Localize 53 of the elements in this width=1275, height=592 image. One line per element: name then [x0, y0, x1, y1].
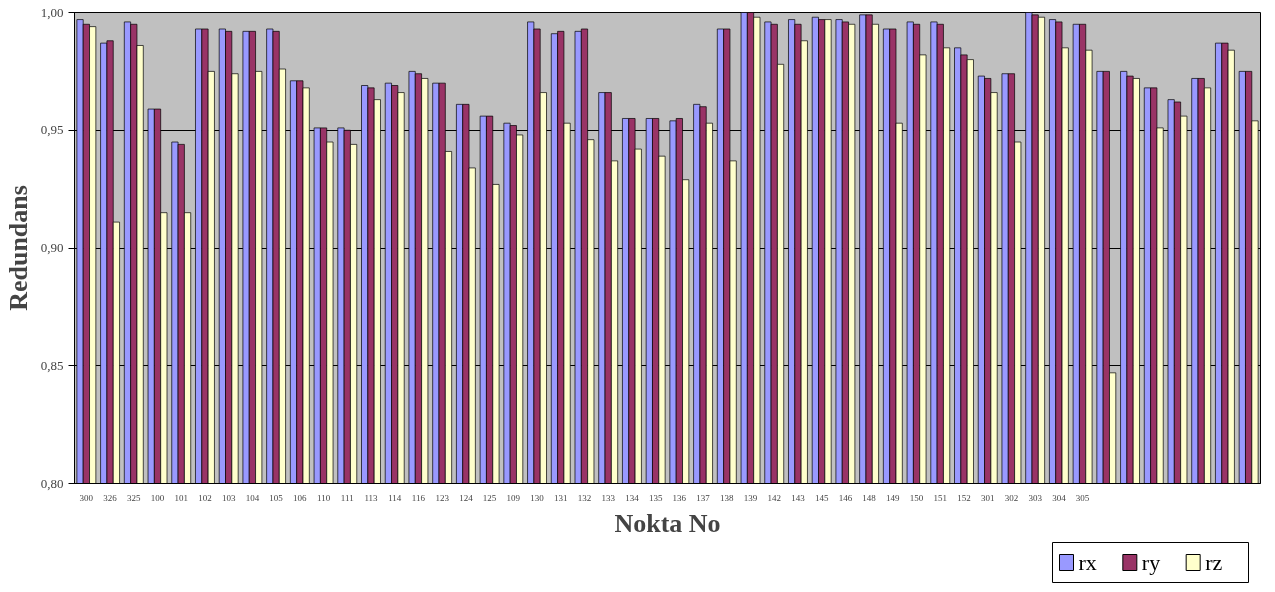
legend-label: rz [1205, 550, 1223, 575]
x-tick-label: 136 [672, 492, 687, 503]
y-tick-label: 0,90 [40, 240, 64, 255]
x-tick-label: 134 [625, 492, 640, 503]
x-tick-label: 105 [269, 492, 284, 503]
x-tick-label: 109 [506, 492, 521, 503]
y-tick-label: 0,80 [40, 475, 64, 491]
x-tick-label: 125 [482, 492, 497, 503]
x-tick-label: 139 [743, 492, 758, 503]
x-tick-label: 132 [577, 492, 592, 503]
x-tick-label: 145 [814, 492, 829, 503]
x-tick-label: 326 [103, 492, 118, 503]
x-tick-label: 100 [150, 492, 165, 503]
x-tick-label: 304 [1052, 492, 1067, 503]
x-tick-label: 150 [909, 492, 924, 503]
x-tick-label: 302 [1004, 492, 1019, 503]
x-tick-label: 152 [957, 492, 971, 503]
x-tick-label: 103 [221, 492, 236, 503]
x-tick-label: 130 [530, 492, 545, 503]
x-tick-label: 300 [79, 492, 94, 503]
x-tick-label: 142 [767, 492, 781, 503]
legend-label: rx [1078, 550, 1097, 575]
x-tick-label: 325 [127, 492, 142, 503]
x-tick-label: 151 [933, 492, 948, 503]
x-tick-label: 113 [364, 492, 379, 503]
x-tick-label: 101 [174, 492, 188, 503]
x-tick-label: 110 [316, 492, 331, 503]
x-tick-label: 149 [886, 492, 901, 503]
y-tick-label: 0,95 [40, 122, 64, 138]
x-tick-label: 148 [862, 492, 877, 503]
x-axis-title: Nokta No [614, 508, 721, 538]
x-tick-label: 104 [245, 492, 260, 503]
y-tick-label: 1,00 [40, 4, 64, 20]
x-tick-label: 143 [791, 492, 806, 503]
x-tick-label: 106 [293, 492, 308, 503]
x-tick-label: 116 [411, 492, 426, 503]
x-tick-label: 146 [838, 492, 853, 503]
y-axis-title: Redundans [3, 185, 33, 311]
y-tick-label: 0,85 [40, 357, 64, 373]
x-tick-label: 138 [720, 492, 735, 503]
legend-label: ry [1141, 550, 1161, 575]
x-tick-label: 124 [459, 492, 474, 503]
x-tick-label: 303 [1028, 492, 1043, 503]
x-tick-label: 305 [1075, 492, 1090, 503]
x-tick-label: 135 [648, 492, 663, 503]
x-tick-label: 111 [340, 492, 354, 503]
x-tick-label: 301 [980, 492, 995, 503]
x-tick-label: 102 [198, 492, 212, 503]
x-tick-label: 133 [601, 492, 616, 503]
x-tick-label: 123 [435, 492, 450, 503]
x-tick-label: 114 [388, 492, 402, 503]
x-tick-label: 131 [554, 492, 568, 503]
x-tick-label: 137 [696, 492, 711, 503]
